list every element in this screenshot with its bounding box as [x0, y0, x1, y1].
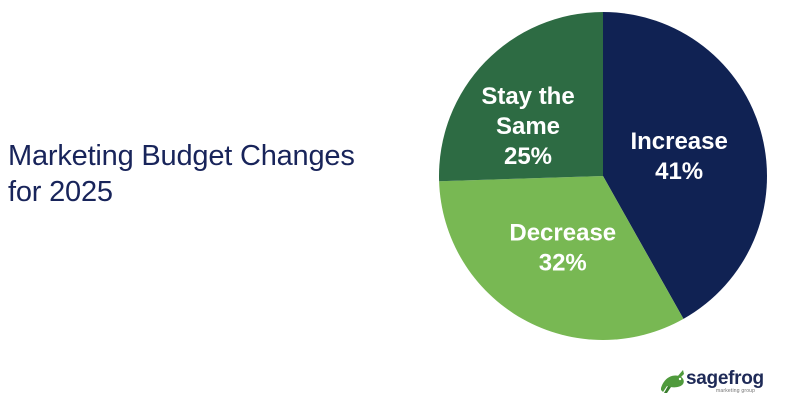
chart-title-line-2: for 2025	[8, 176, 113, 208]
frog-icon	[661, 370, 684, 393]
sagefrog-logo: sagefrog marketing group	[658, 366, 770, 396]
pie-slice-decrease	[439, 176, 684, 340]
slice-name-decrease: Decrease	[509, 219, 616, 246]
slice-value-decrease: 32%	[539, 249, 587, 276]
slice-name-stay-the-same: Same	[496, 113, 560, 140]
pie-slice-increase	[603, 12, 767, 319]
slice-value-increase: 41%	[655, 158, 703, 185]
chart-title-line-1: Marketing Budget Changes	[8, 140, 355, 172]
slice-label-increase: Increase 41%	[630, 128, 727, 185]
slice-name-increase: Increase	[630, 128, 727, 155]
slice-label-decrease: Decrease 32%	[509, 219, 616, 276]
chart-title: Marketing Budget Changes for 2025	[8, 138, 408, 210]
logo-wordmark: sagefrog	[686, 368, 764, 389]
logo-tagline: marketing group	[716, 388, 756, 394]
slice-value-stay-the-same: 25%	[504, 143, 552, 170]
slice-name-stay-the-same: Stay the	[481, 83, 574, 110]
pie-slice-stay-the-same	[438, 12, 603, 182]
slice-label-stay-the-same: Stay the Same 25%	[481, 83, 574, 170]
